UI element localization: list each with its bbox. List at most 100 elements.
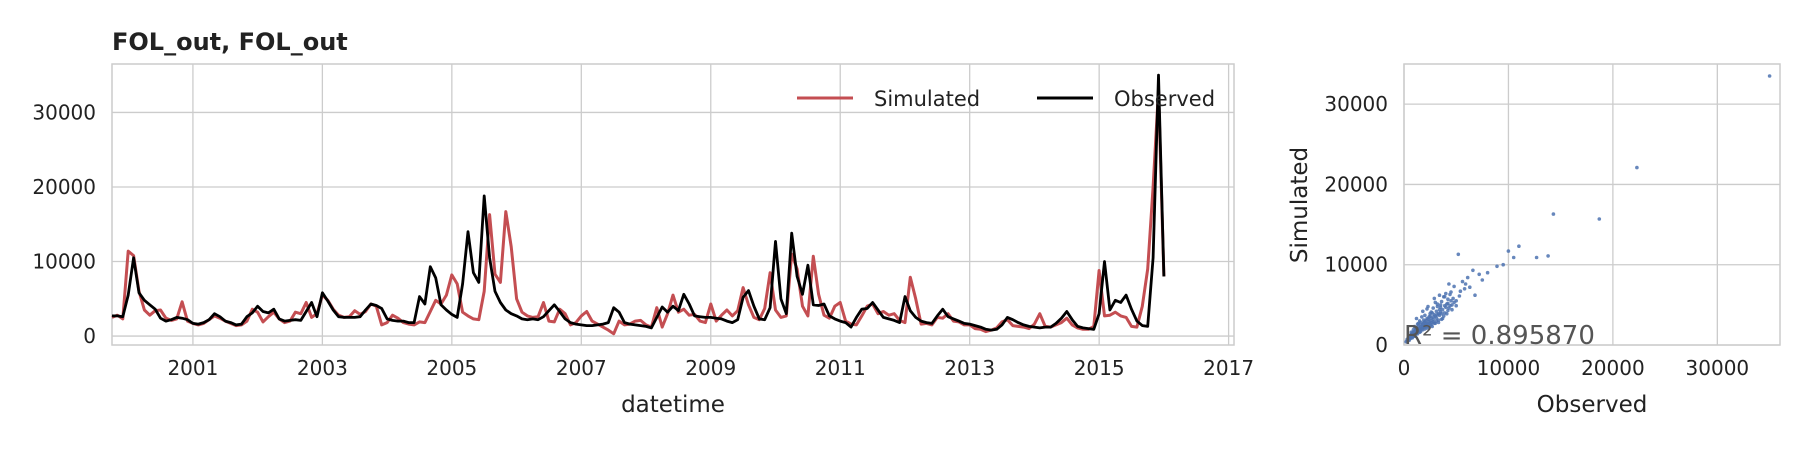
scatter-point: [1501, 262, 1505, 267]
scatter-point: [1431, 317, 1435, 322]
scatter-point: [1635, 165, 1639, 170]
scatter-point: [1468, 285, 1472, 290]
scatter-point: [1480, 278, 1485, 282]
scatter-point: [1437, 313, 1442, 318]
scatter-point: [1426, 304, 1430, 309]
scatter-point: [1434, 309, 1439, 314]
scatter-point: [1425, 316, 1429, 321]
scatter-y-tick-label: 0: [1375, 333, 1388, 357]
scatter-point: [1432, 321, 1437, 326]
timeseries-y-tick-label: 10000: [32, 250, 96, 274]
scatter-point: [1416, 321, 1421, 326]
timeseries-y-ticks: 0 10000 20000 30000: [32, 100, 96, 348]
scatter-x-ticks: 0 10000 20000 30000: [1398, 356, 1750, 380]
scatter-point: [1446, 301, 1450, 306]
scatter-point: [1546, 254, 1550, 258]
scatter-point: [1506, 249, 1511, 253]
timeseries-x-tick-label: 2013: [944, 356, 995, 380]
legend: Simulated Observed: [797, 87, 1215, 111]
timeseries-x-tick-label: 2009: [685, 356, 736, 380]
scatter-point: [1456, 252, 1461, 257]
timeseries-lines: [111, 73, 1166, 336]
timeseries-x-tick-label: 2003: [297, 356, 348, 380]
scatter-point: [1463, 282, 1468, 286]
scatter-point: [1477, 272, 1481, 277]
scatter-point: [1407, 338, 1411, 343]
scatter-point: [1414, 316, 1419, 321]
timeseries-y-tick-label: 20000: [32, 175, 96, 199]
scatter-point: [1412, 334, 1417, 339]
scatter-point: [1465, 275, 1470, 280]
observed-series-line: [112, 73, 1166, 332]
scatter-point: [1442, 295, 1447, 299]
scatter-x-tick-label: 20000: [1581, 356, 1645, 380]
scatter-point: [1454, 303, 1458, 308]
scatter-point: [1534, 255, 1539, 260]
scatter-point: [1471, 268, 1475, 273]
scatter-point: [1437, 293, 1442, 298]
scatter-x-tick-label: 0: [1398, 356, 1411, 380]
timeseries-x-ticks: 2001 2003 2005 2007 2009 2011 2013 2015 2017: [167, 356, 1254, 380]
scatter-point: [1452, 284, 1456, 289]
scatter-y-tick-label: 10000: [1324, 253, 1388, 277]
timeseries-x-tick-label: 2017: [1203, 356, 1254, 380]
scatter-point: [1426, 322, 1430, 326]
scatter-point: [1421, 322, 1425, 326]
scatter-point: [1446, 297, 1450, 302]
scatter-point: [1438, 310, 1443, 314]
timeseries-y-tick-label: 30000: [32, 100, 96, 124]
timeseries-panel: FOL_out, FOL_out 2001 2003 2005 2007 2009 201…: [32, 28, 1254, 418]
legend-observed-label: Observed: [1114, 87, 1215, 111]
scatter-x-axis-label: Observed: [1537, 392, 1648, 418]
scatter-point: [1450, 307, 1454, 312]
scatter-point: [1458, 289, 1463, 294]
scatter-point: [1439, 317, 1444, 322]
scatter-point: [1452, 300, 1456, 305]
scatter-panel: 0 10000 20000 30000 0 10000 20000 30000 Observ…: [1287, 63, 1781, 418]
scatter-point: [1485, 270, 1490, 275]
chart-title: FOL_out, FOL_out: [112, 28, 348, 56]
scatter-grid: [1403, 64, 1780, 346]
timeseries-x-tick-label: 2005: [426, 356, 477, 380]
scatter-y-ticks: 0 10000 20000 30000: [1324, 92, 1388, 357]
scatter-point: [1460, 279, 1465, 284]
scatter-point: [1473, 293, 1477, 298]
timeseries-plot-frame: [111, 63, 1235, 346]
scatter-point: [1451, 296, 1455, 301]
timeseries-grid: [112, 64, 1234, 345]
scatter-point: [1438, 303, 1443, 307]
timeseries-x-tick-label: 2001: [167, 356, 218, 380]
timeseries-x-tick-label: 2007: [556, 356, 607, 380]
scatter-point: [1423, 313, 1427, 318]
scatter-point: [1551, 212, 1556, 216]
scatter-point: [1517, 244, 1521, 248]
scatter-point: [1441, 314, 1446, 318]
timeseries-y-tick-label: 0: [83, 324, 96, 348]
scatter-point: [1448, 303, 1452, 308]
scatter-point: [1435, 302, 1440, 306]
scatter-point: [1423, 319, 1427, 324]
scatter-point: [1462, 287, 1467, 291]
simulated-series-line: [111, 88, 1166, 336]
timeseries-x-tick-label: 2015: [1074, 356, 1125, 380]
scatter-point: [1444, 305, 1448, 310]
timeseries-x-tick-label: 2011: [815, 356, 866, 380]
scatter-point: [1414, 327, 1419, 332]
scatter-y-tick-label: 30000: [1324, 92, 1388, 116]
scatter-points: [1404, 74, 1772, 344]
scatter-point: [1445, 311, 1449, 316]
scatter-point: [1431, 306, 1435, 310]
scatter-x-tick-label: 10000: [1477, 356, 1541, 380]
legend-simulated-label: Simulated: [874, 87, 980, 111]
scatter-point: [1440, 307, 1445, 312]
scatter-y-tick-label: 20000: [1324, 172, 1388, 196]
scatter-point: [1420, 315, 1424, 319]
scatter-plot-frame: [1403, 63, 1781, 346]
r-squared-annotation: R² = 0.895870: [1404, 321, 1595, 351]
scatter-point: [1421, 309, 1425, 314]
timeseries-x-axis-label: datetime: [621, 392, 725, 418]
scatter-point: [1457, 294, 1462, 298]
scatter-point: [1767, 74, 1772, 78]
scatter-point: [1447, 282, 1451, 286]
